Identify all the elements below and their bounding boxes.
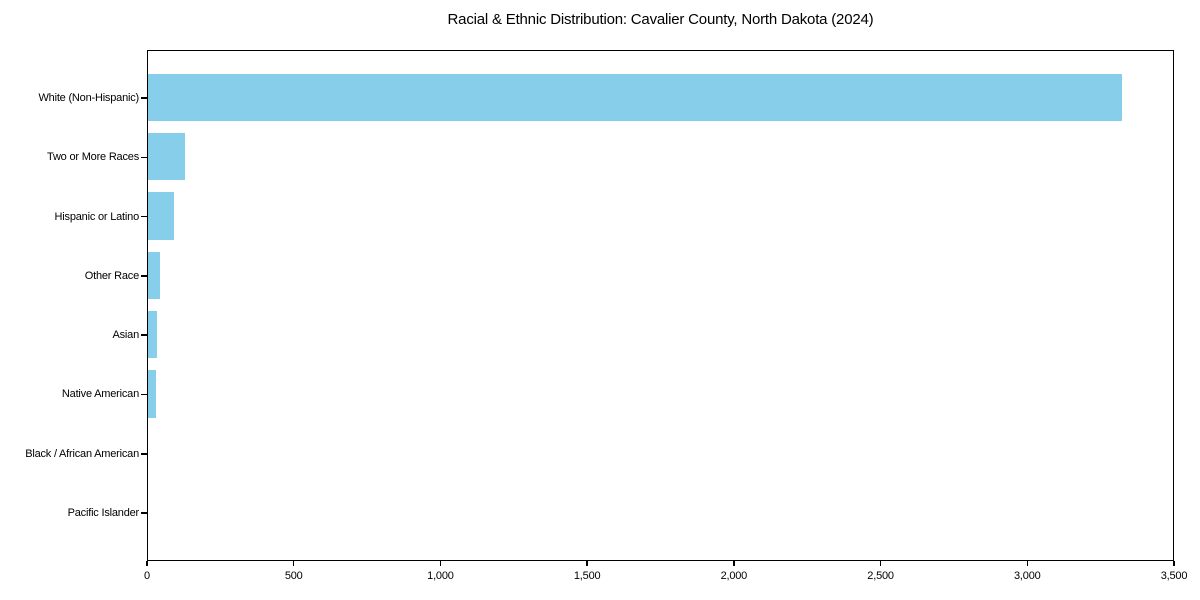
plot-area <box>147 50 1174 561</box>
x-tick-label: 3,500 <box>1160 570 1188 582</box>
x-tick-label: 3,000 <box>1014 570 1041 582</box>
bar-white-non-hispanic <box>148 73 1123 122</box>
x-tick-mark <box>586 561 588 566</box>
x-tick-mark <box>146 561 148 566</box>
x-tick-label: 0 <box>144 570 150 582</box>
x-tick-label: 1,000 <box>427 570 454 582</box>
chart-title: Racial & Ethnic Distribution: Cavalier C… <box>447 11 874 28</box>
bar-two-or-more-races <box>148 133 185 181</box>
x-tick-label: 1,500 <box>573 570 601 582</box>
x-tick-label: 2,500 <box>867 570 894 582</box>
y-axis-label-pacific-islander: Pacific Islander <box>67 507 140 520</box>
x-tick-label: 500 <box>284 570 303 582</box>
y-axis-label-asian: Asian <box>112 329 139 342</box>
y-axis-label-native-american: Native American <box>61 388 139 401</box>
x-tick-mark <box>733 561 735 566</box>
x-tick-mark <box>879 561 882 566</box>
y-axis-label-other-race: Other Race <box>84 269 139 282</box>
y-axis-label-white-non-hispanic: White (Non-Hispanic) <box>38 91 139 104</box>
x-tick-mark <box>439 561 442 566</box>
y-tick-mark <box>141 156 147 158</box>
x-tick-mark <box>1026 561 1029 566</box>
bar-hispanic-or-latino <box>148 192 175 240</box>
y-tick-mark <box>141 97 147 99</box>
bar-asian <box>148 310 158 359</box>
y-tick-mark <box>141 215 147 218</box>
y-tick-mark <box>141 393 147 396</box>
y-tick-mark <box>141 453 147 455</box>
y-axis-label-two-or-more-races: Two or More Races <box>47 151 139 164</box>
bar-other-race <box>148 251 160 300</box>
y-axis-label-hispanic-or-latino: Hispanic or Latino <box>54 210 140 223</box>
y-tick-mark <box>141 512 147 514</box>
x-tick-mark <box>1173 561 1175 566</box>
y-tick-mark <box>141 275 147 277</box>
x-tick-mark <box>292 561 295 566</box>
y-tick-mark <box>141 334 147 336</box>
y-axis-label-black-african-american: Black / African American <box>25 447 139 460</box>
bar-native-american <box>148 370 157 418</box>
x-tick-label: 2,000 <box>720 570 748 582</box>
